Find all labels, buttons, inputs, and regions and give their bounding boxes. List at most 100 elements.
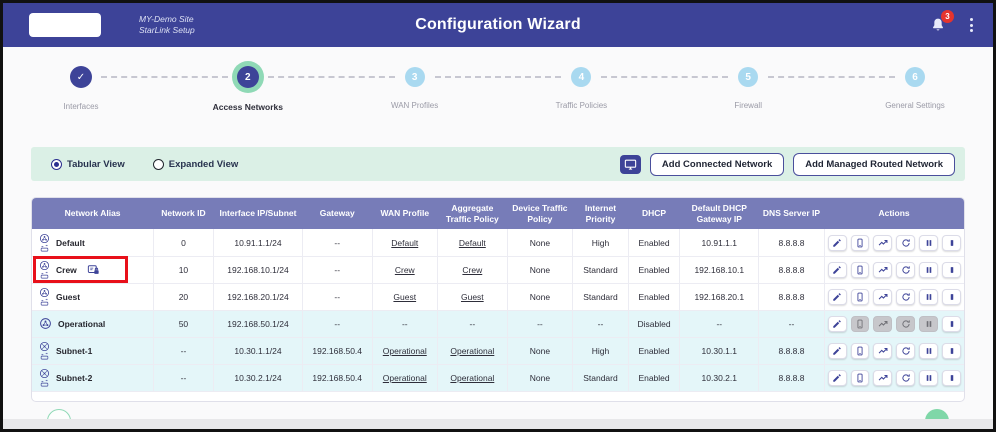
radio-selected-icon [51,158,62,170]
cell-aggregate-traffic-policy: Crew [437,256,508,284]
cell-actions [824,364,964,392]
action-devices-button[interactable] [850,369,870,386]
action-restart-button[interactable] [896,342,916,359]
cell-wan-profile-link[interactable]: Crew [394,264,415,275]
cell-wan-profile-link[interactable]: Default [391,237,419,248]
action-stop-button[interactable] [942,342,961,359]
action-edit-button[interactable] [827,288,847,305]
cell-aggregate-traffic-policy-link[interactable]: Crew [462,264,483,275]
action-devices-button [850,315,870,332]
action-pause-button[interactable] [919,342,939,359]
action-edit-button[interactable] [827,315,847,332]
col-aggregate-traffic-policy: Aggregate Traffic Policy [437,198,508,230]
action-restart-button[interactable] [896,234,916,251]
cell-network-alias: Guest [32,283,154,311]
cell-wan-profile-link[interactable]: Operational [382,372,427,383]
action-chart-button[interactable] [873,261,893,278]
cell-aggregate-traffic-policy: Guest [437,283,508,311]
restart-icon [901,346,911,356]
action-edit-button[interactable] [827,369,847,386]
cell-dhcp: Enabled [628,364,681,392]
action-edit-button[interactable] [827,234,847,251]
cell-default-dhcp-gateway-ip: 192.168.10.1 [679,256,760,284]
action-restart-button[interactable] [896,261,916,278]
step-wan-profiles[interactable]: 3 WAN Profiles [360,63,470,110]
cell-device-traffic-policy: None [507,364,574,392]
cell-aggregate-traffic-policy-link[interactable]: Operational [450,372,495,383]
cell-interface-ip-subnet: 10.30.1.1/24 [213,337,303,365]
cell-wan-profile: -- [372,310,438,338]
step-access-networks[interactable]: 2 Access Networks [193,63,303,112]
table-row-subnet-2: Subnet-2 -- 10.30.2.1/24 192.168.50.4 Operat… [32,364,964,392]
add-connected-network-button[interactable]: Add Connected Network [649,152,785,176]
step-interfaces[interactable]: ✓ Interfaces [26,63,136,111]
step-general-settings[interactable]: 6 General Settings [860,63,970,110]
action-pause-button[interactable] [919,261,939,278]
cell-wan-profile: Operational [372,364,438,392]
devices-icon [855,346,865,356]
display-view-button[interactable] [619,154,641,174]
step-connector [267,76,395,78]
radio-expanded-view[interactable]: Expanded View [152,158,239,170]
action-pause-button[interactable] [919,234,939,251]
action-stop-button[interactable] [942,234,961,251]
network-alias-text: Crew [56,264,77,275]
cell-network-alias: Subnet-1 [32,337,154,365]
radio-label: Expanded View [168,158,239,170]
action-pause-button[interactable] [919,369,939,386]
overflow-menu-button[interactable] [968,16,975,34]
subnet-icon [39,368,50,379]
action-chart-button[interactable] [873,234,893,251]
col-internet-priority: Internet Priority [572,198,629,230]
network-alias-text: Guest [56,291,81,302]
chart-icon [878,346,888,356]
cell-wan-profile-link[interactable]: Operational [382,345,427,356]
cell-network-id: -- [153,337,215,365]
alias-icon-stack [39,368,50,388]
cell-aggregate-traffic-policy-link[interactable]: Default [458,237,486,248]
action-restart-button[interactable] [896,288,916,305]
cell-network-alias: Subnet-2 [32,364,154,392]
cell-actions [824,256,964,284]
action-stop-button[interactable] [942,315,961,332]
action-chart-button[interactable] [873,369,893,386]
bridge-icon [40,379,49,388]
alias-icon-stack [39,341,50,361]
action-devices-button[interactable] [850,342,870,359]
action-devices-button[interactable] [850,288,870,305]
cell-interface-ip-subnet: 192.168.50.1/24 [213,310,303,338]
radio-tabular-view[interactable]: Tabular View [51,158,125,170]
cell-aggregate-traffic-policy-link[interactable]: Operational [450,345,495,356]
step-traffic-policies[interactable]: 4 Traffic Policies [526,63,636,110]
cell-wan-profile-link[interactable]: Guest [393,291,417,302]
action-restart-button [896,315,916,332]
action-stop-button[interactable] [942,369,961,386]
stop-icon [947,238,957,248]
action-chart-button[interactable] [873,288,893,305]
action-pause-button[interactable] [919,288,939,305]
action-stop-button[interactable] [942,288,961,305]
pause-icon [924,265,934,275]
action-devices-button[interactable] [850,234,870,251]
devices-icon [855,292,865,302]
action-stop-button[interactable] [942,261,961,278]
notifications-button[interactable]: 3 [930,10,954,33]
action-edit-button[interactable] [827,342,847,359]
add-managed-routed-network-button[interactable]: Add Managed Routed Network [793,152,955,176]
action-restart-button[interactable] [896,369,916,386]
step-firewall[interactable]: 5 Firewall [693,63,803,110]
cell-device-traffic-policy: None [507,337,574,365]
site-info: MY-Demo Site StarLink Setup [139,14,195,37]
cell-network-alias: Crew [32,255,154,284]
cell-aggregate-traffic-policy-link[interactable]: Guest [460,291,484,302]
bell-icon [930,17,946,33]
cell-gateway: 192.168.50.4 [302,364,373,392]
action-devices-button[interactable] [850,261,870,278]
action-edit-button[interactable] [827,261,847,278]
cell-actions [824,283,964,311]
action-chart-button[interactable] [873,342,893,359]
edit-icon [832,319,842,329]
cell-internet-priority: Standard [572,364,629,392]
cell-actions [824,337,964,365]
cell-wan-profile: Crew [372,256,438,284]
